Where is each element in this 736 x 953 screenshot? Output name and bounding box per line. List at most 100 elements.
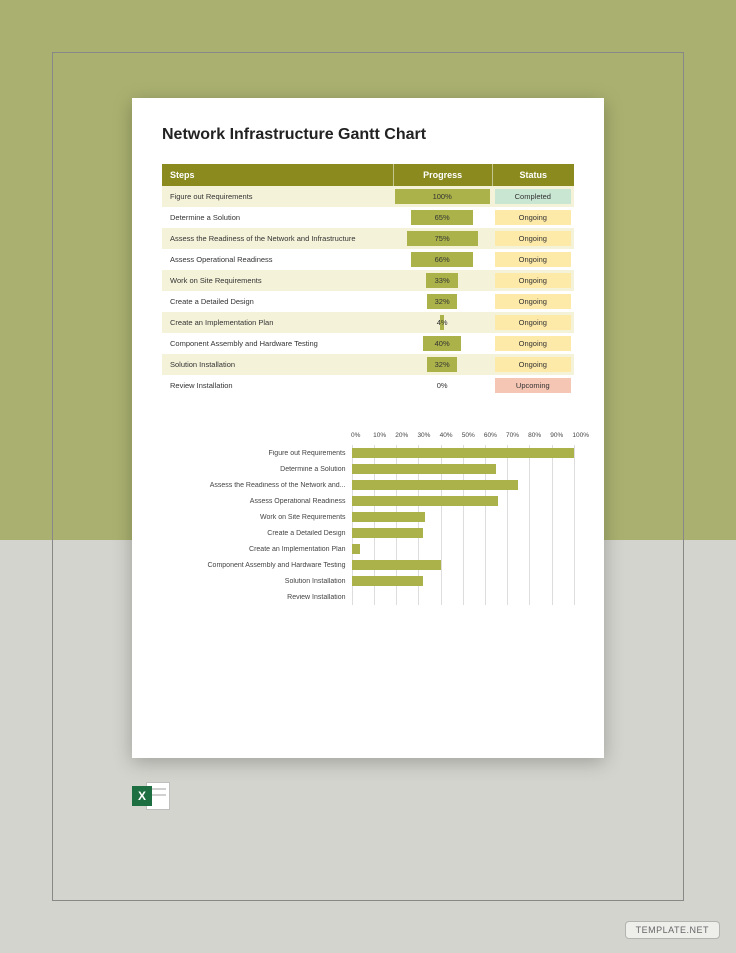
cell-progress: 32% xyxy=(393,291,492,312)
progress-table: Steps Progress Status Figure out Require… xyxy=(162,164,574,396)
col-header-status: Status xyxy=(492,164,574,186)
chart-row: Create a Detailed Design xyxy=(162,525,574,541)
watermark: TEMPLATE.NET xyxy=(625,921,720,939)
grid-line xyxy=(552,573,553,589)
progress-label: 0% xyxy=(437,381,448,390)
status-chip: Completed xyxy=(495,189,571,204)
chart-label: Create an Implementation Plan xyxy=(162,546,352,553)
grid-line xyxy=(396,589,397,605)
cell-status: Ongoing xyxy=(492,312,574,333)
progress-label: 66% xyxy=(435,255,450,264)
chart-label: Review Installation xyxy=(162,594,352,601)
grid-line xyxy=(396,541,397,557)
col-header-steps: Steps xyxy=(162,164,393,186)
chart-row: Figure out Requirements xyxy=(162,445,574,461)
grid-line xyxy=(529,525,530,541)
table-row: Work on Site Requirements33%Ongoing xyxy=(162,270,574,291)
chart-bar-col xyxy=(352,461,574,477)
grid-line xyxy=(529,509,530,525)
grid-line xyxy=(507,493,508,509)
chart-label: Work on Site Requirements xyxy=(162,514,352,521)
grid-line xyxy=(552,557,553,573)
grid-line xyxy=(441,509,442,525)
chart-label: Figure out Requirements xyxy=(162,450,352,457)
axis-tick: 50% xyxy=(462,432,463,439)
chart-bar-col xyxy=(352,445,574,461)
chart-bar xyxy=(352,544,361,554)
axis-tick: 60% xyxy=(484,432,485,439)
grid-line xyxy=(418,589,419,605)
cell-step: Review Installation xyxy=(162,375,393,396)
chart-bar xyxy=(352,576,423,586)
chart-axis: 0%10%20%30%40%50%60%70%80%90%100% xyxy=(162,432,574,439)
chart-row: Create an Implementation Plan xyxy=(162,541,574,557)
grid-line xyxy=(485,573,486,589)
status-chip: Ongoing xyxy=(495,315,571,330)
cell-status: Ongoing xyxy=(492,333,574,354)
chart-bar-col xyxy=(352,541,574,557)
grid-line xyxy=(485,509,486,525)
chart-bar-col xyxy=(352,525,574,541)
cell-step: Figure out Requirements xyxy=(162,186,393,207)
axis-tick: 70% xyxy=(506,432,507,439)
progress-label: 75% xyxy=(435,234,450,243)
status-chip: Ongoing xyxy=(495,231,571,246)
grid-line xyxy=(574,589,575,605)
chart-row: Work on Site Requirements xyxy=(162,509,574,525)
grid-line xyxy=(485,541,486,557)
cell-step: Solution Installation xyxy=(162,354,393,375)
table-body: Figure out Requirements 100% Completed Dete… xyxy=(162,186,574,396)
chart-row: Review Installation xyxy=(162,589,574,605)
grid-line xyxy=(418,541,419,557)
progress-label: 32% xyxy=(435,297,450,306)
axis-tick: 90% xyxy=(550,432,551,439)
grid-line xyxy=(529,461,530,477)
excel-icon: X xyxy=(132,780,170,812)
cell-progress: 0% xyxy=(393,375,492,396)
cell-progress: 33% xyxy=(393,270,492,291)
chart-bar xyxy=(352,448,574,458)
axis-tick: 30% xyxy=(417,432,418,439)
chart-row: Component Assembly and Hardware Testing xyxy=(162,557,574,573)
status-chip: Ongoing xyxy=(495,336,571,351)
axis-tick: 10% xyxy=(373,432,374,439)
cell-progress: 65% xyxy=(393,207,492,228)
cell-progress: 75% xyxy=(393,228,492,249)
cell-progress: 100% xyxy=(393,186,492,207)
cell-progress: 40% xyxy=(393,333,492,354)
grid-line xyxy=(463,541,464,557)
grid-line xyxy=(574,445,575,461)
axis-tick: 100% xyxy=(572,432,573,439)
table-row: Create an Implementation Plan4%Ongoing xyxy=(162,312,574,333)
progress-label: 40% xyxy=(435,339,450,348)
chart-bar-col xyxy=(352,557,574,573)
axis-tick: 20% xyxy=(395,432,396,439)
grid-line xyxy=(463,573,464,589)
grid-line xyxy=(507,541,508,557)
grid-line xyxy=(441,525,442,541)
grid-line xyxy=(552,477,553,493)
table-row: Assess Operational Readiness66%Ongoing xyxy=(162,249,574,270)
grid-line xyxy=(463,525,464,541)
chart-row: Assess Operational Readiness xyxy=(162,493,574,509)
bar-chart: 0%10%20%30%40%50%60%70%80%90%100% Figure… xyxy=(162,432,574,605)
grid-line xyxy=(441,557,442,573)
progress-label: 100% xyxy=(433,192,452,201)
status-chip: Ongoing xyxy=(495,273,571,288)
grid-line xyxy=(574,557,575,573)
grid-line xyxy=(463,509,464,525)
excel-x-badge: X xyxy=(132,786,152,806)
axis-tick: 0% xyxy=(351,432,352,439)
chart-rows: Figure out RequirementsDetermine a Solut… xyxy=(162,445,574,605)
table-row: Component Assembly and Hardware Testing4… xyxy=(162,333,574,354)
grid-line xyxy=(529,477,530,493)
cell-status: Ongoing xyxy=(492,249,574,270)
cell-step: Determine a Solution xyxy=(162,207,393,228)
grid-line xyxy=(574,461,575,477)
grid-line xyxy=(552,541,553,557)
grid-line xyxy=(529,541,530,557)
progress-label: 32% xyxy=(435,360,450,369)
grid-line xyxy=(374,589,375,605)
grid-line xyxy=(507,573,508,589)
chart-bar-col xyxy=(352,509,574,525)
